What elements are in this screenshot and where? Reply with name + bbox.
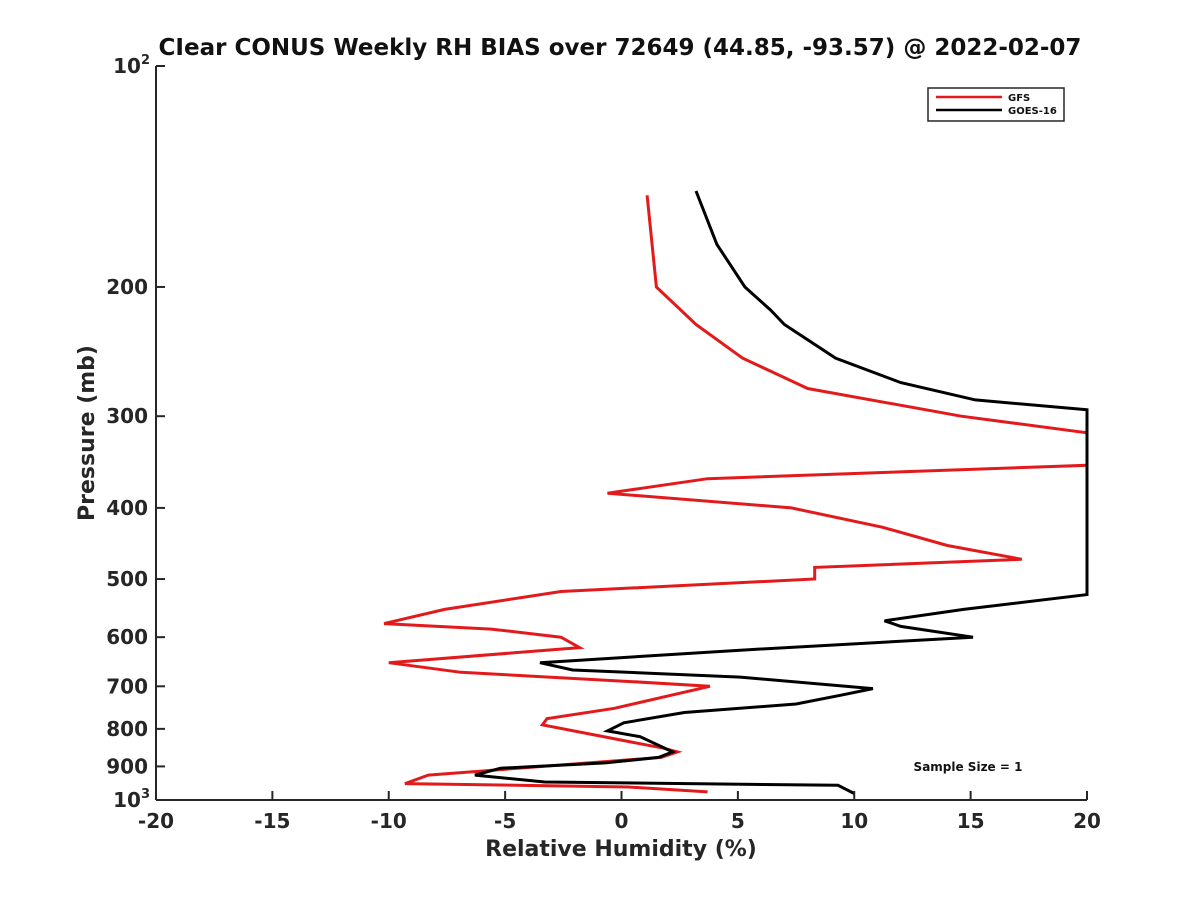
- chart-title: CIear CONUS Weekly RH BIAS over 72649 (4…: [159, 35, 1082, 61]
- y-tick-label: 600: [106, 625, 148, 649]
- x-axis-ticks: -20 -15 -10 -5 0 5 10 15 20: [138, 791, 1101, 833]
- y-tick-label: 700: [106, 674, 148, 698]
- sample-size-annotation: Sample Size = 1: [914, 760, 1023, 774]
- x-tick-label: -20: [138, 809, 174, 833]
- x-tick-label: -15: [254, 809, 290, 833]
- x-tick-label: 5: [731, 809, 745, 833]
- y-tick-label: 300: [106, 404, 148, 428]
- series-line-goes-16: [474, 190, 1089, 795]
- x-tick-label: -10: [371, 809, 407, 833]
- y-tick-label: 800: [106, 717, 148, 741]
- y-tick-label: 200: [106, 275, 148, 299]
- x-tick-label: 15: [957, 809, 985, 833]
- y-tick-label: 400: [106, 496, 148, 520]
- x-axis-label: Relative Humidity (%): [485, 837, 757, 862]
- legend-goes16-label: GOES-16: [1008, 106, 1057, 117]
- legend-box: [927, 87, 1065, 122]
- y-tick-label: 900: [106, 754, 148, 778]
- legend-gfs-label: GFS: [1008, 93, 1030, 104]
- x-tick-label: 20: [1073, 809, 1101, 833]
- plot-lines: [383, 190, 1089, 795]
- y-axis-label: Pressure (mb): [75, 345, 100, 521]
- x-tick-label: -5: [494, 809, 516, 833]
- y-tick-label: 500: [106, 567, 148, 591]
- x-tick-label: 0: [615, 809, 629, 833]
- legend: GFS GOES-16: [927, 87, 1065, 122]
- x-tick-label: 10: [840, 809, 868, 833]
